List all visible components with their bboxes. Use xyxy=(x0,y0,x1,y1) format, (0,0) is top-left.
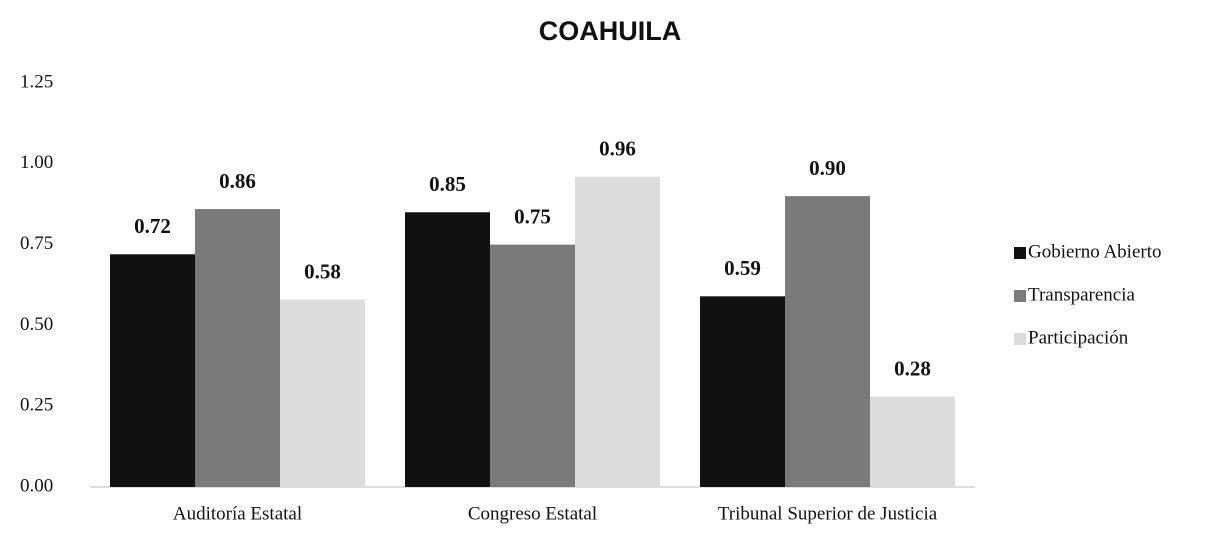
value-label: 0.58 xyxy=(304,259,341,283)
value-label: 0.90 xyxy=(809,156,846,180)
bar xyxy=(700,296,785,487)
y-tick-label: 0.25 xyxy=(20,395,53,416)
bar xyxy=(870,396,955,487)
value-label: 0.59 xyxy=(724,256,761,280)
value-label: 0.72 xyxy=(134,214,171,238)
bar xyxy=(195,209,280,487)
bar xyxy=(280,299,365,487)
x-tick-label: Auditoría Estatal xyxy=(173,503,302,524)
x-tick-label: Congreso Estatal xyxy=(468,503,597,524)
bar xyxy=(575,176,660,487)
y-tick-label: 0.75 xyxy=(20,233,53,254)
bar xyxy=(490,244,575,487)
y-tick-label: 1.00 xyxy=(20,152,53,173)
chart-title: COAHUILA xyxy=(539,16,682,46)
legend-swatch xyxy=(1014,247,1026,259)
bar xyxy=(110,254,195,487)
legend-label: Gobierno Abierto xyxy=(1028,241,1162,262)
bar xyxy=(785,196,870,487)
value-label: 0.85 xyxy=(429,172,466,196)
value-label: 0.86 xyxy=(219,169,256,193)
y-tick-label: 0.00 xyxy=(20,475,53,496)
x-tick-label: Tribunal Superior de Justicia xyxy=(718,503,938,524)
legend-label: Participación xyxy=(1028,327,1129,348)
y-tick-label: 1.25 xyxy=(20,71,53,92)
value-label: 0.96 xyxy=(599,137,636,161)
value-label: 0.75 xyxy=(514,204,551,228)
y-tick-label: 0.50 xyxy=(20,314,53,335)
legend-swatch xyxy=(1014,333,1026,345)
legend-label: Transparencia xyxy=(1028,284,1135,305)
legend-swatch xyxy=(1014,290,1026,302)
value-label: 0.28 xyxy=(894,356,931,380)
bar xyxy=(405,212,490,487)
